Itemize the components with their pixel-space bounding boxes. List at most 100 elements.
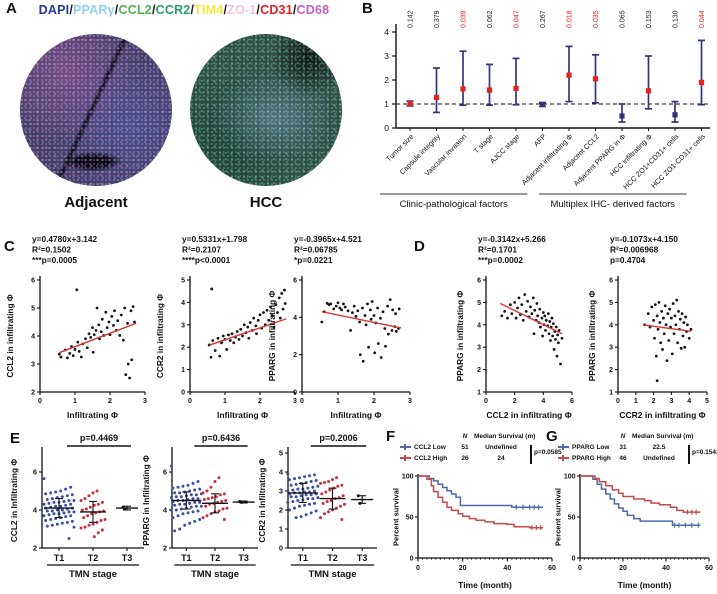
svg-text:Percent survival: Percent survival	[554, 488, 563, 546]
svg-text:p=0.2006: p=0.2006	[319, 433, 357, 443]
svg-text:100: 100	[402, 474, 414, 481]
hcc-caption: HCC	[249, 194, 283, 211]
svg-text:Multiplex IHC- derived factors: Multiplex IHC- derived factors	[550, 199, 675, 210]
svg-text:T2: T2	[210, 553, 221, 563]
svg-text:3: 3	[384, 51, 389, 61]
svg-text:0: 0	[188, 398, 192, 405]
c2-svg: 0 1 2 3 4 5 0 1 2 3 y=0.5331x+1.798R²=0.2107****p<…	[155, 234, 297, 420]
svg-text:T1: T1	[298, 553, 309, 563]
svg-text:3: 3	[669, 398, 673, 405]
svg-text:4: 4	[31, 334, 35, 341]
svg-text:PPARG in infiltrating Φ: PPARG in infiltrating Φ	[587, 291, 597, 382]
svg-text:1: 1	[181, 367, 185, 374]
svg-text:3: 3	[477, 345, 481, 352]
stain-label: /	[69, 3, 74, 17]
svg-text:3: 3	[609, 345, 613, 352]
svg-text:5: 5	[705, 398, 709, 405]
svg-text:2: 2	[258, 398, 262, 405]
svg-text:1: 1	[336, 398, 340, 405]
svg-text:5: 5	[181, 278, 185, 285]
legend-marker	[558, 455, 569, 461]
svg-text:0: 0	[300, 398, 304, 405]
svg-text:T stage: T stage	[472, 132, 495, 155]
svg-text:60: 60	[705, 565, 713, 572]
svg-text:6: 6	[477, 278, 481, 285]
panel-f-label: F	[386, 428, 396, 445]
svg-text:4: 4	[477, 322, 481, 329]
svg-text:2: 2	[293, 352, 297, 359]
svg-text:y=0.4780x+3.142: y=0.4780x+3.142	[32, 234, 97, 244]
svg-text:TMN stage: TMN stage	[69, 569, 117, 580]
svg-text:0: 0	[410, 556, 414, 563]
svg-text:TMN stage: TMN stage	[191, 569, 239, 580]
svg-text:0.065: 0.065	[620, 10, 627, 28]
svg-text:20: 20	[459, 565, 467, 572]
svg-text:3: 3	[31, 362, 35, 369]
km-legend-ccl2: N Median Survival (m) CCL2 Low 51 Undefined C…	[400, 433, 562, 467]
panel-g-label: G	[546, 428, 558, 445]
legend-header-n: N	[620, 433, 626, 440]
svg-text:0: 0	[484, 398, 488, 405]
svg-text:R²=0.2107: R²=0.2107	[182, 245, 221, 255]
svg-text:2: 2	[652, 398, 656, 405]
legend-marker	[400, 455, 411, 461]
svg-text:4: 4	[279, 468, 284, 477]
svg-text:6: 6	[293, 278, 297, 285]
svg-text:Infiltrating Φ: Infiltrating Φ	[217, 410, 268, 420]
legend-entry-n: 46	[619, 455, 627, 462]
svg-text:CCR2 in infiltrating Φ: CCR2 in infiltrating Φ	[619, 410, 705, 420]
svg-text:CCL2 in infiltrating Φ: CCL2 in infiltrating Φ	[486, 410, 571, 420]
svg-text:0: 0	[616, 398, 620, 405]
svg-text:3: 3	[279, 487, 283, 496]
svg-text:4: 4	[33, 506, 38, 515]
svg-text:2: 2	[163, 544, 167, 553]
legend-p-value: p=0.1543	[692, 449, 717, 456]
svg-text:4: 4	[293, 315, 297, 322]
svg-text:0: 0	[181, 390, 185, 397]
svg-text:40: 40	[662, 565, 670, 572]
svg-text:4: 4	[163, 506, 168, 515]
stain-legend: DAPI/PPARγ/CCL2/CCR2/TIM4/ZO-1/CD31/CD68	[14, 3, 354, 17]
svg-text:PPARG in infiltrating Φ: PPARG in infiltrating Φ	[267, 291, 277, 382]
svg-text:0.153: 0.153	[646, 10, 653, 28]
legend-p-value: p=0.0585	[534, 449, 562, 456]
svg-text:AFP: AFP	[532, 132, 548, 148]
legend-header-median: Median Survival (m)	[474, 433, 536, 440]
km-curve-ccl2: 0 50 100 0 20 40 60 Percent survival Time (month…	[388, 468, 560, 594]
svg-text:CCL2 in Infiltrating Φ: CCL2 in Infiltrating Φ	[9, 459, 19, 543]
svg-text:CCL2 in infiltrating Φ: CCL2 in infiltrating Φ	[5, 294, 15, 378]
svg-text:50: 50	[568, 515, 576, 522]
stain-label: CCL2	[118, 3, 152, 17]
panel-a-label: A	[6, 0, 17, 17]
scatter-ccr2-vs-infiltrating: 0 1 2 3 4 5 0 1 2 3 y=0.5331x+1.798 R²=0.2107 ****p<…	[150, 232, 305, 424]
svg-text:5: 5	[609, 300, 613, 307]
stain-label: ZO-1	[227, 3, 257, 17]
svg-text:*p=0.0221: *p=0.0221	[294, 255, 333, 265]
svg-text:0: 0	[38, 398, 42, 405]
svg-text:6: 6	[163, 468, 167, 477]
svg-text:Time (month): Time (month)	[618, 580, 672, 590]
svg-text:0: 0	[578, 565, 582, 572]
svg-text:***p=0.0002: ***p=0.0002	[478, 255, 523, 265]
svg-text:2: 2	[33, 544, 37, 553]
e1-svg: 2 4 6 T1 T2 T3 p=0.4469 TMN stage CCL2 in Infilt…	[9, 433, 144, 580]
legend-marker	[558, 444, 569, 450]
svg-text:0: 0	[279, 544, 283, 553]
svg-text:0.018: 0.018	[567, 10, 574, 28]
svg-text:T1: T1	[54, 553, 65, 563]
stain-label: /	[190, 3, 195, 17]
svg-text:Infiltrating Φ: Infiltrating Φ	[331, 410, 382, 420]
svg-text:1: 1	[279, 525, 283, 534]
stain-label: /	[223, 3, 228, 17]
svg-text:***p=0.0005: ***p=0.0005	[32, 255, 77, 265]
scatter-pparg-vs-ccr2: 1 2 3 4 5 6 0 1 2 3 4 5 y=-0.1073x+4.150 R²=0.006968 p…	[582, 232, 715, 424]
svg-text:2: 2	[609, 367, 613, 374]
svg-text:R²=0.06785: R²=0.06785	[294, 245, 338, 255]
stain-label: /	[292, 3, 297, 17]
svg-text:Percent survival: Percent survival	[392, 488, 401, 546]
svg-text:3: 3	[143, 398, 147, 405]
svg-text:0: 0	[384, 123, 389, 133]
svg-text:T3: T3	[122, 553, 133, 563]
svg-text:1: 1	[73, 398, 77, 405]
stain-label: PPARγ	[73, 3, 115, 17]
